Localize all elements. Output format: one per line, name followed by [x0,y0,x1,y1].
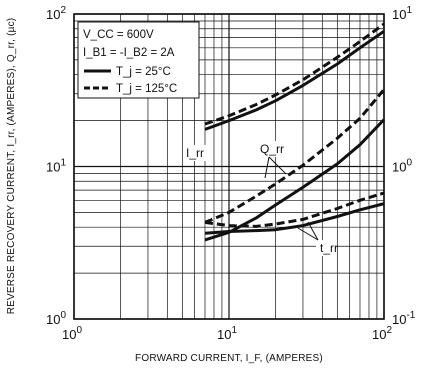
series-line-3 [204,88,386,224]
plot-frame [73,13,385,320]
legend-condition-ib: I_B1 = -I_B2 = 2A [83,47,175,59]
series-line-0 [204,30,385,131]
x-tick-label: 102 [372,325,392,342]
series-line-4 [204,202,385,235]
qrr-label: Q_rr [260,142,284,156]
irr-label: I_rr [186,146,204,160]
y-axis-label: REVERSE RECOVERY CURRENT, I_rr, (AMPERES… [6,18,17,315]
trr-leader-2 [307,221,319,241]
y2-tick-label: 10-1 [392,310,416,327]
series-layer [204,22,386,242]
x-tick-label: 101 [217,325,237,342]
qrr-leader-2 [268,156,287,175]
series-line-5 [204,191,385,228]
qrr-leader-1 [264,156,270,179]
bottom-tick-labels: 100 101 102 [62,325,392,342]
x-axis-label: FORWARD CURRENT, I_F, (AMPERES) [135,353,323,364]
y2-tick-label: 100 [392,158,412,175]
y-tick-label: 100 [46,310,66,327]
qrr-label-bg [258,141,284,157]
y-tick-label: 102 [46,5,66,22]
irr-label-bg [184,145,206,161]
y-tick-label: 101 [46,158,66,175]
x-tick-label: 100 [62,325,82,342]
legend-condition-vcc: V_CC = 600V [83,29,154,41]
legend-label-125c: T_j = 125°C [116,83,177,95]
series-line-1 [204,22,385,126]
trr-leader-1 [297,227,319,241]
legend-box [77,21,200,99]
right-tick-labels: 10-1 100 101 [392,5,416,327]
trr-label: t_rr [320,241,338,255]
trr-label-bg [316,240,336,256]
y2-tick-label: 101 [392,5,412,22]
left-tick-labels: 100 101 102 [46,5,66,327]
legend-label-25c: T_j = 25°C [116,66,171,78]
